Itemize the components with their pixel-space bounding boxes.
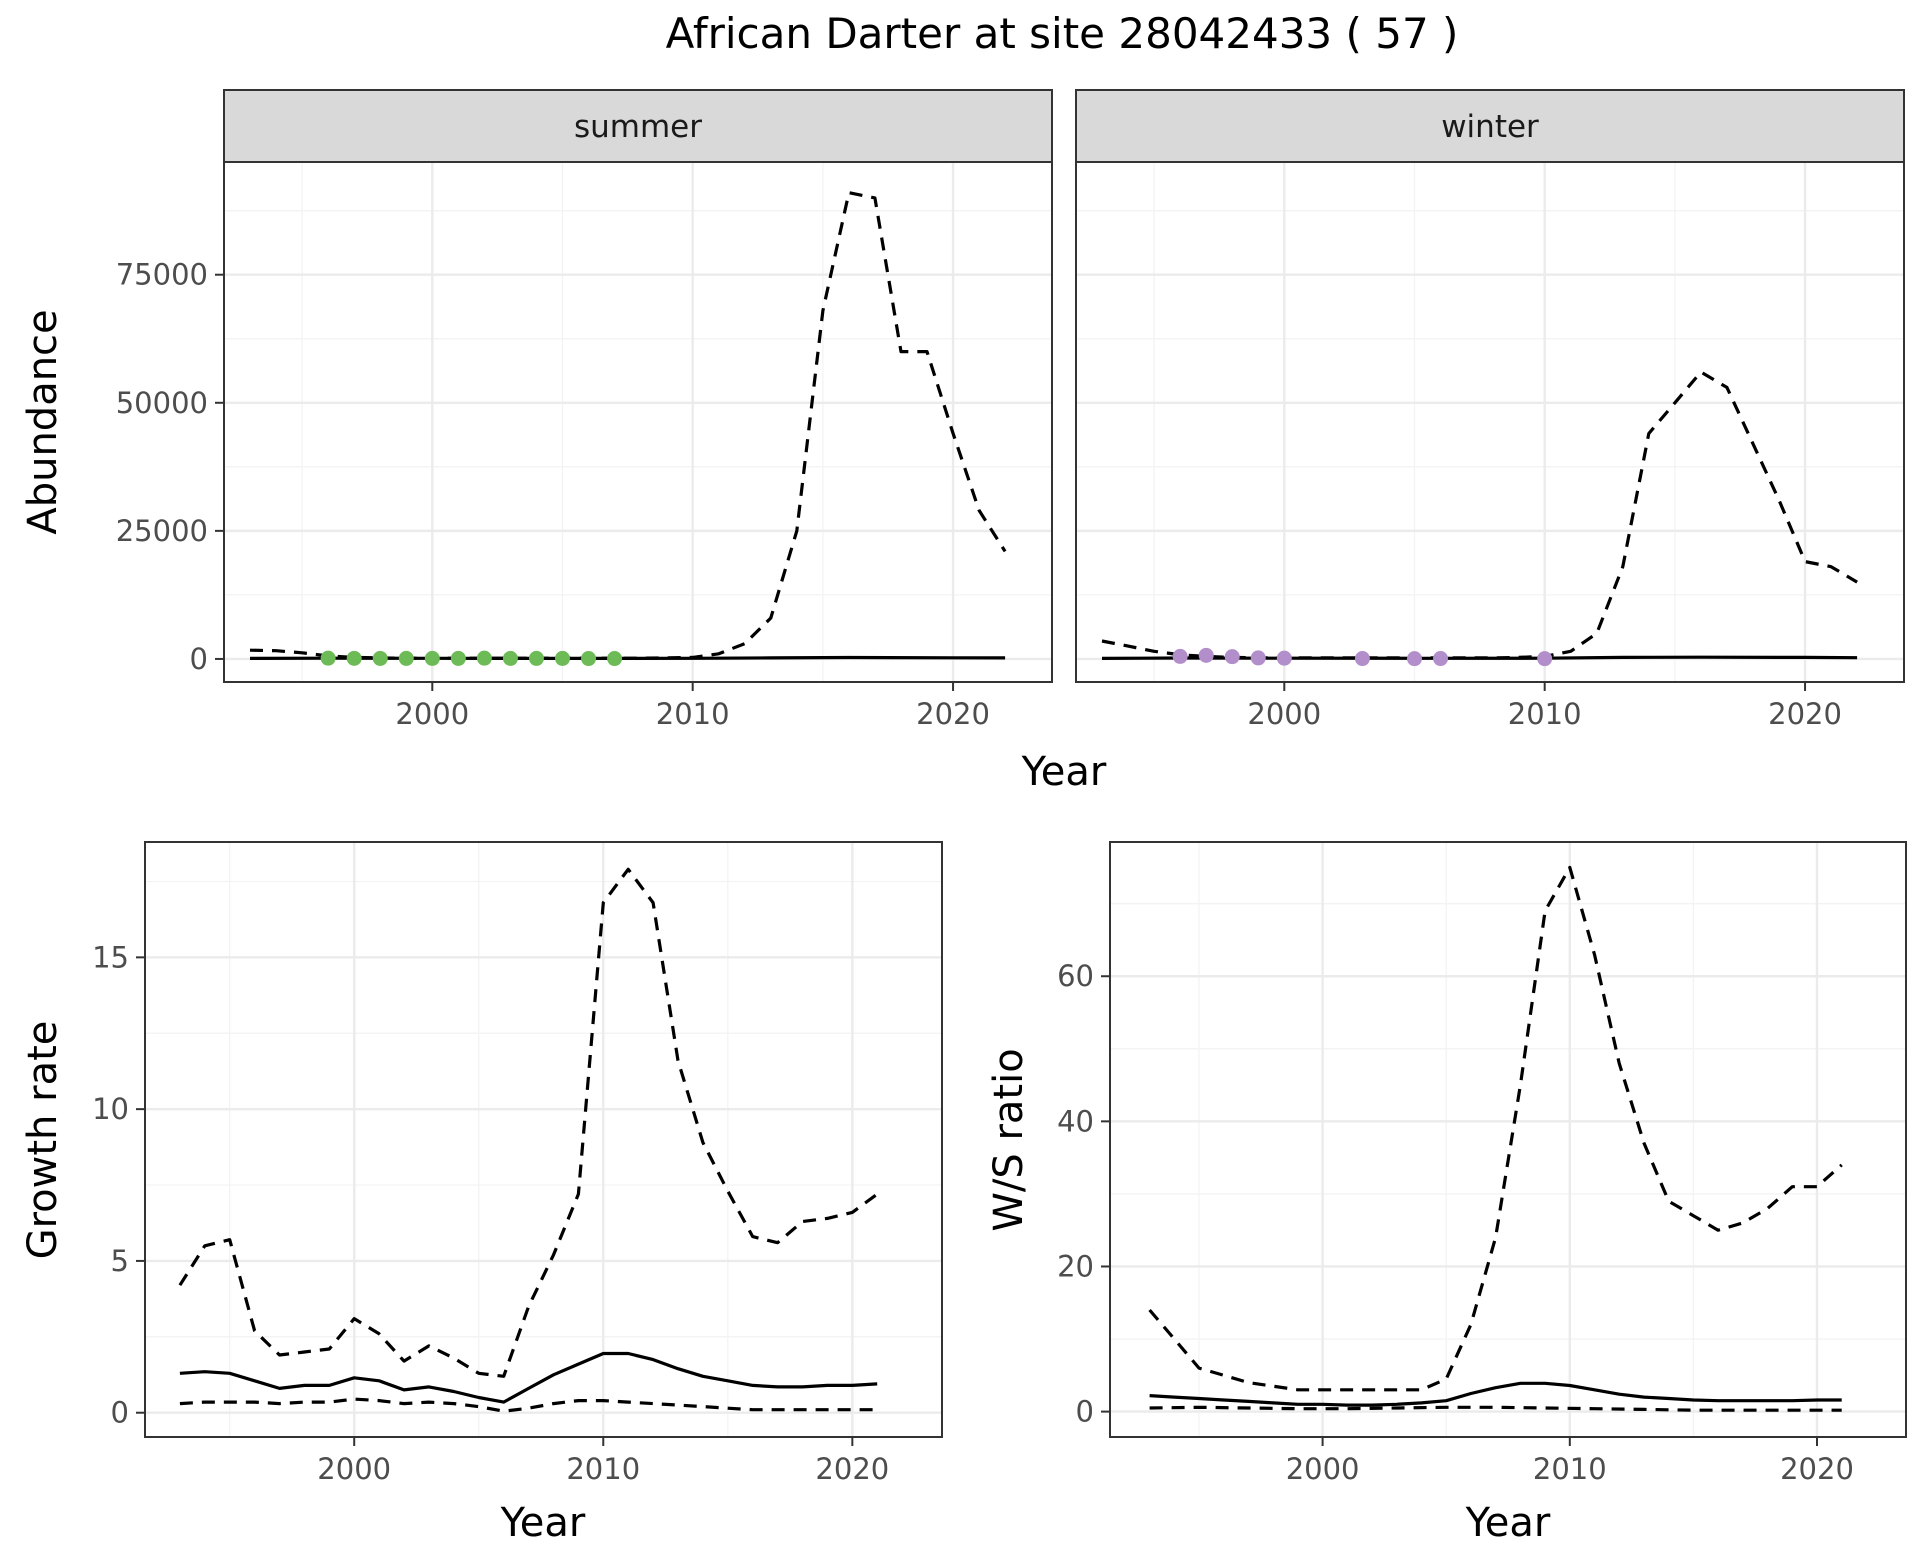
series-line-solid-1 [1149,1381,1842,1407]
facet-strip-label: winter [1441,109,1539,145]
x-tick-label: 2000 [317,1452,391,1486]
panel-border [223,161,1053,683]
panel-summer: summer 2000 2010 2020 0 25000 50000 75000 [116,89,1053,731]
y-tick-label: 25000 [116,514,208,548]
x-axis-title: Year [1465,1500,1551,1546]
y-axis-title: W/S ratio [986,1048,1032,1231]
series-line-dashed-2 [179,1397,878,1413]
x-axis-title: Year [1021,749,1107,795]
panel-winter: winter 2000 2010 2020 [1075,89,1905,731]
x-tick-label: 2010 [566,1452,640,1486]
panel-border [1109,841,1907,1438]
x-tick-label: 2020 [1780,1452,1854,1486]
observation-point [476,650,492,666]
panel-growth: 2000 2010 2020 0 5 10 15 [92,841,943,1486]
observation-point [502,650,518,666]
series-line-solid-1 [179,1351,878,1404]
x-tick-label: 2000 [1247,697,1321,731]
y-axis-title: Growth rate [20,1021,66,1260]
observation-point [581,651,597,667]
observation-point [1537,651,1553,667]
x-axis-title: Year [500,1500,586,1546]
facet-strip-label: summer [574,109,702,145]
x-tick-label: 2000 [1286,1452,1360,1486]
y-tick-label: 5 [111,1244,129,1278]
observation-point [372,650,388,666]
observation-point [450,650,466,666]
observation-point [398,650,414,666]
y-tick-label: 10 [92,1092,129,1126]
y-tick-label: 15 [92,940,129,974]
facet-strip [223,89,1053,163]
facet-strip [1075,89,1905,163]
observation-point [320,650,336,666]
y-axis-title: Abundance [20,309,66,534]
observation-point [1172,648,1188,664]
y-tick-label: 40 [1057,1104,1094,1138]
observation-point [1406,651,1422,667]
y-tick-label: 0 [1076,1395,1094,1429]
x-tick-label: 2020 [1768,697,1842,731]
y-tick-label: 50000 [116,386,208,420]
observation-point [528,650,544,666]
observation-point [554,650,570,666]
panel-border [144,841,943,1438]
x-tick-label: 2000 [395,697,469,731]
series-line-dashed-2 [1149,1405,1842,1412]
panel-border [1075,161,1905,683]
x-tick-label: 2020 [916,697,990,731]
x-tick-label: 2020 [815,1452,889,1486]
y-tick-label: 0 [111,1396,129,1430]
series-line-dashed-1 [1101,370,1858,660]
panel-ws_ratio: 2000 2010 2020 0 20 40 60 [1057,841,1907,1486]
observation-point [424,650,440,666]
observation-point [346,650,362,666]
observation-point [1276,650,1292,666]
y-tick-label: 0 [190,642,208,676]
observation-point [1354,651,1370,667]
y-tick-label: 75000 [116,258,208,292]
x-tick-label: 2010 [1508,697,1582,731]
series-line-dashed-0 [178,867,879,1378]
series-line-dashed-0 [1148,865,1843,1392]
figure-title: African Darter at site 28042433 ( 57 ) [666,9,1459,58]
x-tick-label: 2010 [1533,1452,1607,1486]
observation-point [1433,651,1449,667]
observation-point [1198,647,1214,663]
x-tick-label: 2010 [656,697,730,731]
observation-point [1250,650,1266,666]
observation-point [1224,649,1240,665]
y-tick-label: 20 [1057,1249,1094,1283]
y-tick-label: 60 [1057,959,1094,993]
observation-point [607,651,623,667]
series-line-dashed-1 [249,191,1007,660]
